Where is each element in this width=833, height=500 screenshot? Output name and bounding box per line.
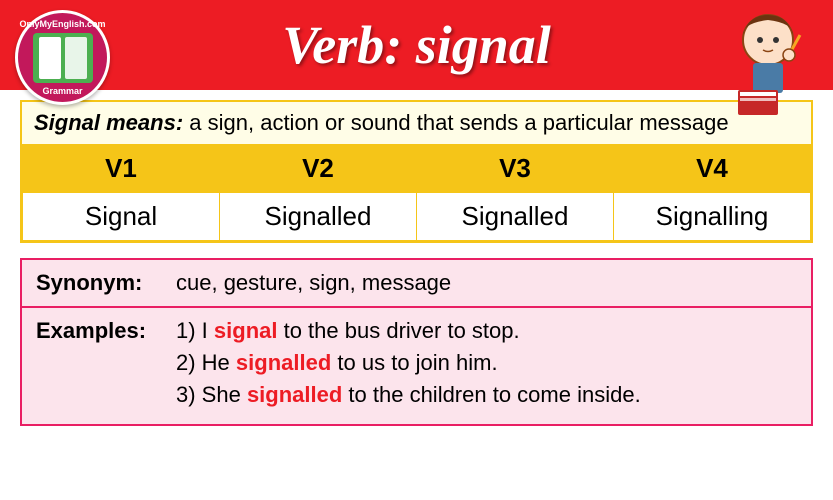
col-v2: V2 — [220, 145, 417, 193]
ex1-suffix: to the bus driver to stop. — [277, 318, 519, 343]
page-title: Verb: signal — [282, 14, 551, 76]
example-2: 2) He signalled to us to join him. — [176, 350, 797, 376]
mascot-icon — [718, 5, 818, 115]
example-1: 1) I signal to the bus driver to stop. — [176, 318, 797, 344]
cell-v4: Signalling — [614, 193, 811, 241]
definition-text: a sign, action or sound that sends a par… — [189, 110, 728, 135]
examples-list: 1) I signal to the bus driver to stop. 2… — [176, 318, 797, 414]
table-header-row: V1 V2 V3 V4 — [23, 145, 811, 193]
ex2-suffix: to us to join him. — [331, 350, 497, 375]
col-v1: V1 — [23, 145, 220, 193]
synonym-row: Synonym: cue, gesture, sign, message — [22, 260, 811, 306]
synonym-text: cue, gesture, sign, message — [176, 270, 797, 296]
synonym-label: Synonym: — [36, 270, 176, 296]
verb-forms-table: V1 V2 V3 V4 Signal Signalled Signalled S… — [22, 144, 811, 241]
definition-box: Signal means: a sign, action or sound th… — [20, 100, 813, 243]
examples-label: Examples: — [36, 318, 176, 414]
ex3-suffix: to the children to come inside. — [342, 382, 640, 407]
definition-row: Signal means: a sign, action or sound th… — [22, 102, 811, 144]
ex2-highlight: signalled — [236, 350, 331, 375]
ex3-highlight: signalled — [247, 382, 342, 407]
cell-v2: Signalled — [220, 193, 417, 241]
examples-row: Examples: 1) I signal to the bus driver … — [22, 306, 811, 424]
table-row: Signal Signalled Signalled Signalling — [23, 193, 811, 241]
logo-top-text: OnlyMyEnglish.com — [19, 19, 105, 29]
logo-badge: OnlyMyEnglish.com Grammar — [15, 10, 110, 105]
cell-v1: Signal — [23, 193, 220, 241]
ex1-highlight: signal — [214, 318, 278, 343]
ex1-prefix: 1) I — [176, 318, 214, 343]
header-bar: OnlyMyEnglish.com Grammar Verb: signal — [0, 0, 833, 90]
ex2-prefix: 2) He — [176, 350, 236, 375]
info-box: Synonym: cue, gesture, sign, message Exa… — [20, 258, 813, 426]
definition-label: Signal means: — [34, 110, 183, 135]
col-v3: V3 — [417, 145, 614, 193]
example-3: 3) She signalled to the children to come… — [176, 382, 797, 408]
col-v4: V4 — [614, 145, 811, 193]
logo-bottom-text: Grammar — [42, 86, 82, 96]
book-icon — [33, 33, 93, 83]
cell-v3: Signalled — [417, 193, 614, 241]
ex3-prefix: 3) She — [176, 382, 247, 407]
